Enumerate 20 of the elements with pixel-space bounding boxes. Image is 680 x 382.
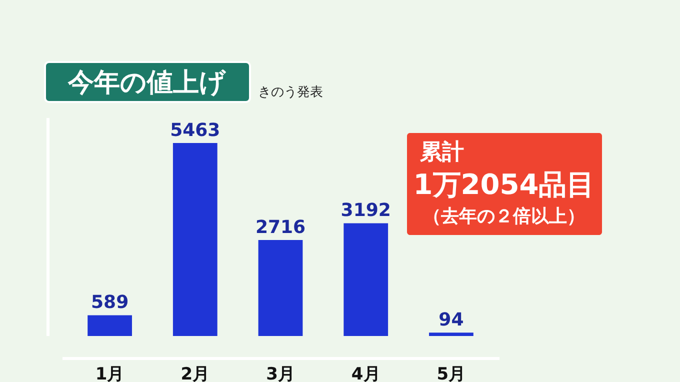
x-tick-label: 2月 (180, 364, 210, 382)
annotation: 1万2054品目 (413, 168, 595, 201)
chart-subtitle: きのう発表 (258, 85, 323, 100)
data-label: 2716 (255, 217, 306, 238)
data-label: 94 (438, 310, 464, 331)
bar (429, 332, 474, 336)
bar (172, 143, 218, 336)
bar (344, 223, 388, 336)
data-label: 5463 (170, 120, 220, 141)
annotation: （去年の２倍以上） (423, 206, 585, 227)
x-tick-label: 1月 (95, 364, 124, 382)
data-label: 3192 (340, 200, 391, 222)
x-tick-label: 4月 (351, 364, 380, 382)
x-tick-label: 5月 (436, 364, 466, 382)
bar (88, 315, 132, 336)
annotation: 累計 (419, 140, 464, 165)
chart-title: 今年の値上げ (67, 68, 227, 98)
x-tick-label: 3月 (266, 364, 295, 382)
data-label: 589 (91, 292, 129, 314)
bar (258, 240, 303, 336)
